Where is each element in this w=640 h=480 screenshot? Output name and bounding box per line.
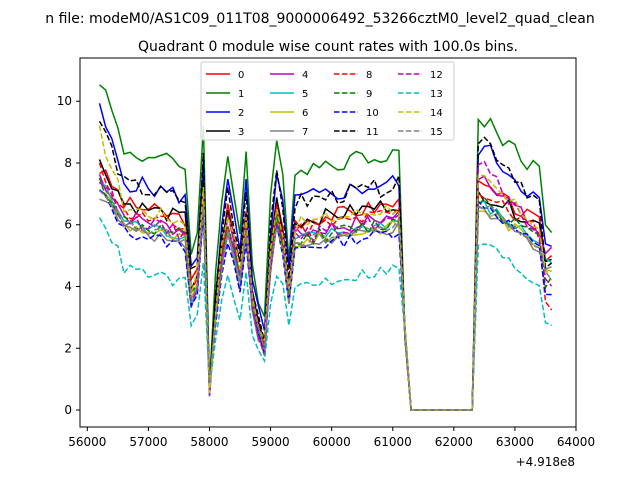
legend-label: 4 [302,70,308,81]
legend-label: 15 [430,127,443,138]
y-axis: 0 2 4 6 8 10 [57,94,80,417]
x-tick-label: 61000 [374,435,412,449]
y-tick-label: 4 [64,280,72,294]
x-tick-label: 62000 [435,435,473,449]
legend-label: 3 [238,127,244,138]
plot-lines [98,84,553,411]
legend-label: 5 [302,89,308,100]
y-tick-label: 2 [64,341,72,355]
legend-label: 1 [238,89,244,100]
y-tick-label: 10 [57,94,72,108]
x-tick-label: 58000 [190,435,228,449]
legend-label: 14 [430,108,443,119]
x-tick-label: 59000 [251,435,289,449]
legend-label: 2 [238,108,244,119]
x-tick-label: 63000 [496,435,534,449]
plot-frame [79,57,577,428]
series-line [99,169,553,411]
series-line [98,125,552,411]
legend-label: 11 [366,127,379,138]
x-tick-label: 60000 [313,435,351,449]
x-offset-label: +4.918e8 [516,455,575,469]
y-tick-label: 8 [64,156,72,170]
legend-label: 12 [430,70,443,81]
x-tick-label: 57000 [129,435,167,449]
series-line [98,103,552,411]
legend-label: 0 [238,70,244,81]
series-line [98,217,552,411]
legend-label: 6 [302,108,308,119]
legend-label: 9 [366,89,372,100]
figure-suptitle: n file: modeM0/AS1C09_011T08_9000006492_… [45,11,594,27]
x-axis: 56000 57000 58000 59000 60000 61000 62000 63000… [68,427,595,449]
x-tick-label: 64000 [557,435,595,449]
legend-frame [200,61,455,141]
legend-label: 10 [366,108,379,119]
legend-label: 8 [366,70,372,81]
y-tick-label: 0 [64,403,72,417]
series-line [98,160,553,411]
series-line [98,177,553,411]
series-line [99,189,552,411]
x-tick-label: 56000 [68,435,106,449]
series-line [98,190,553,411]
legend-label: 13 [430,89,443,100]
chart-title: Quadrant 0 module wise count rates with … [138,39,518,55]
legend-label: 7 [302,127,308,138]
y-tick-label: 6 [64,218,72,232]
series-line [98,121,553,411]
